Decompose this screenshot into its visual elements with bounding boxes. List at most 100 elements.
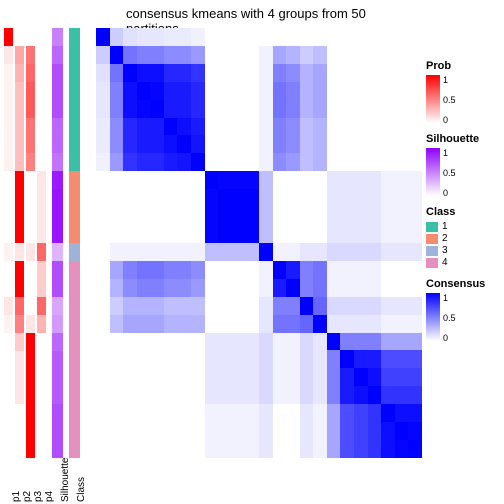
heatmap-cell <box>218 368 232 386</box>
heatmap-cell <box>395 135 409 153</box>
gradient-labels: 10.50 <box>443 148 467 196</box>
heatmap-cell <box>164 135 178 153</box>
anno-cell <box>4 189 13 207</box>
anno-cell <box>15 351 24 369</box>
heatmap-cell <box>123 189 137 207</box>
heatmap-cell <box>177 118 191 136</box>
heatmap-cell <box>245 153 259 171</box>
heatmap-cell <box>232 243 246 261</box>
heatmap-cell <box>218 46 232 64</box>
class-legend-row: 3 <box>426 245 500 256</box>
heatmap-cell <box>368 422 382 440</box>
heatmap-cell <box>286 82 300 100</box>
heatmap-cell <box>327 261 341 279</box>
heatmap-cell <box>205 368 219 386</box>
heatmap-cell <box>137 243 151 261</box>
heatmap-cell <box>313 28 327 46</box>
anno-cell <box>52 225 63 243</box>
anno-cell <box>4 225 13 243</box>
anno-cell <box>37 440 46 458</box>
heatmap-cell <box>232 82 246 100</box>
heatmap-cell <box>205 440 219 458</box>
heatmap-cell <box>177 46 191 64</box>
heatmap-cell <box>354 100 368 118</box>
anno-cell <box>4 153 13 171</box>
heatmap-cell <box>286 350 300 368</box>
heatmap-cell <box>191 225 205 243</box>
heatmap-cell <box>354 368 368 386</box>
heatmap-cell <box>300 350 314 368</box>
anno-cell <box>15 386 24 404</box>
heatmap-cell <box>110 118 124 136</box>
anno-cell <box>52 386 63 404</box>
anno-cell <box>15 225 24 243</box>
heatmap-cell <box>232 315 246 333</box>
heatmap-cell <box>381 422 395 440</box>
class-label: 1 <box>442 221 448 232</box>
heatmap-cell <box>395 118 409 136</box>
heatmap-cell <box>110 82 124 100</box>
heatmap-cell <box>232 404 246 422</box>
heatmap-cell <box>123 100 137 118</box>
anno-cell <box>15 46 24 64</box>
heatmap-cell <box>354 118 368 136</box>
anno-cell <box>15 136 24 154</box>
heatmap-cell <box>232 368 246 386</box>
heatmap-cell <box>327 386 341 404</box>
heatmap-cell <box>259 189 273 207</box>
heatmap-cell <box>177 368 191 386</box>
heatmap-cell <box>286 333 300 351</box>
heatmap-cell <box>300 368 314 386</box>
heatmap-cell <box>327 171 341 189</box>
heatmap-cell <box>259 440 273 458</box>
plot-area <box>4 28 424 458</box>
heatmap-cell <box>96 333 110 351</box>
heatmap-cell <box>286 28 300 46</box>
heatmap-cell <box>273 207 287 225</box>
heatmap-cell <box>273 404 287 422</box>
heatmap-cell <box>150 135 164 153</box>
heatmap-cell <box>381 386 395 404</box>
heatmap-cell <box>368 440 382 458</box>
heatmap-cell <box>395 386 409 404</box>
anno-cell <box>37 100 46 118</box>
heatmap-cell <box>395 368 409 386</box>
heatmap-cell <box>313 118 327 136</box>
heatmap-cell <box>327 279 341 297</box>
anno-cell <box>69 297 80 315</box>
heatmap-cell <box>327 333 341 351</box>
anno-cell <box>26 243 35 261</box>
heatmap-cell <box>273 333 287 351</box>
anno-cell <box>26 100 35 118</box>
heatmap-cell <box>286 297 300 315</box>
heatmap-cell <box>232 135 246 153</box>
heatmap-cell <box>245 333 259 351</box>
anno-cell <box>69 171 80 189</box>
heatmap-cell <box>191 171 205 189</box>
heatmap-cell <box>340 135 354 153</box>
heatmap-cell <box>313 386 327 404</box>
heatmap-cell <box>137 368 151 386</box>
heatmap-cell <box>96 64 110 82</box>
heatmap-cell <box>218 404 232 422</box>
heatmap-cell <box>137 118 151 136</box>
heatmap-cell <box>381 404 395 422</box>
tick-label: 0.5 <box>443 313 456 323</box>
heatmap-cell <box>232 440 246 458</box>
heatmap-cell <box>137 333 151 351</box>
heatmap-cell <box>150 261 164 279</box>
heatmap-cell <box>408 82 422 100</box>
heatmap-cell <box>340 404 354 422</box>
heatmap-cell <box>313 261 327 279</box>
heatmap-cell <box>110 46 124 64</box>
heatmap-cell <box>218 64 232 82</box>
heatmap-cell <box>110 153 124 171</box>
anno-cell <box>37 136 46 154</box>
heatmap-cell <box>150 297 164 315</box>
heatmap-cell <box>150 422 164 440</box>
heatmap-cell <box>96 315 110 333</box>
heatmap-cell <box>395 64 409 82</box>
heatmap-cell <box>177 440 191 458</box>
heatmap-cell <box>232 333 246 351</box>
heatmap-cell <box>245 82 259 100</box>
